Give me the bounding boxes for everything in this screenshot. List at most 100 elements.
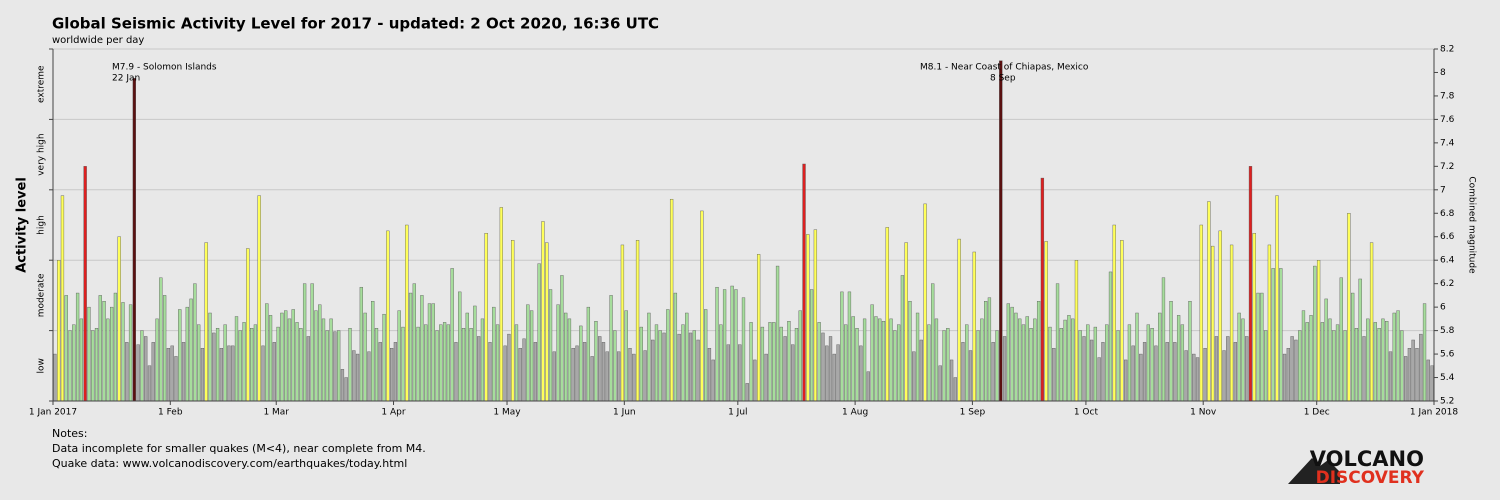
bar bbox=[1415, 348, 1419, 402]
y2-tick-label: 6.2 bbox=[1440, 279, 1454, 289]
x-tick-label: 1 Feb bbox=[158, 408, 183, 418]
bar bbox=[1112, 224, 1116, 402]
bar bbox=[643, 350, 647, 402]
bar bbox=[567, 318, 572, 402]
bar bbox=[1063, 319, 1067, 402]
bar bbox=[874, 316, 878, 402]
bar bbox=[1286, 348, 1290, 402]
bar bbox=[1025, 316, 1029, 402]
bar bbox=[340, 369, 345, 402]
bar bbox=[91, 330, 95, 402]
bar bbox=[249, 328, 254, 402]
bar bbox=[170, 345, 174, 402]
bar bbox=[741, 297, 746, 402]
bar bbox=[806, 234, 810, 402]
bar bbox=[601, 342, 606, 402]
bar bbox=[1335, 324, 1340, 402]
bar bbox=[730, 285, 734, 402]
x-tick-label: 1 Sep bbox=[960, 408, 986, 418]
bar bbox=[866, 371, 870, 402]
bar bbox=[488, 342, 492, 402]
bar bbox=[200, 348, 205, 402]
x-tick-label: 1 May bbox=[493, 408, 521, 418]
y2-axis-label: Combined magnitude bbox=[1467, 176, 1477, 274]
bar bbox=[424, 324, 428, 402]
bar bbox=[696, 339, 700, 402]
level-label: low bbox=[37, 358, 47, 373]
bar bbox=[692, 330, 696, 402]
bar bbox=[333, 331, 337, 402]
bar bbox=[1131, 345, 1135, 402]
bar bbox=[389, 348, 394, 402]
bar bbox=[469, 328, 473, 402]
bar bbox=[677, 333, 681, 402]
bar bbox=[522, 338, 526, 402]
bar bbox=[825, 345, 829, 402]
bar bbox=[1366, 318, 1370, 402]
bar bbox=[1139, 353, 1143, 402]
bar bbox=[934, 318, 939, 402]
bar bbox=[473, 305, 477, 402]
bar bbox=[1010, 306, 1014, 402]
bar bbox=[1006, 303, 1010, 402]
bar bbox=[1124, 359, 1128, 402]
bar bbox=[704, 309, 708, 402]
bar bbox=[844, 324, 848, 402]
bar bbox=[1267, 244, 1272, 402]
x-tick-label: 1 Jun bbox=[613, 408, 636, 418]
bar bbox=[87, 306, 91, 402]
bar bbox=[1211, 245, 1215, 402]
bar bbox=[193, 283, 197, 402]
bar bbox=[1184, 350, 1188, 402]
bar bbox=[329, 318, 333, 402]
bar bbox=[1252, 233, 1256, 402]
bar bbox=[651, 339, 655, 402]
bar bbox=[885, 227, 889, 402]
bar bbox=[454, 342, 458, 402]
bar bbox=[624, 310, 628, 402]
bar bbox=[545, 242, 549, 402]
bar bbox=[337, 330, 341, 402]
x-tick-label: 1 Nov bbox=[1190, 408, 1217, 418]
bar bbox=[972, 251, 976, 402]
bar bbox=[900, 275, 905, 402]
bar bbox=[272, 342, 276, 402]
bar bbox=[779, 326, 783, 402]
bar bbox=[965, 324, 969, 402]
bar bbox=[1237, 312, 1241, 402]
bar bbox=[121, 302, 125, 402]
bar bbox=[575, 345, 579, 402]
bar bbox=[1347, 213, 1351, 402]
bar bbox=[68, 330, 72, 402]
bar bbox=[363, 312, 367, 402]
bar bbox=[753, 359, 757, 402]
bar bbox=[946, 328, 950, 402]
bar bbox=[484, 233, 488, 402]
level-label: moderate bbox=[37, 273, 47, 317]
bar bbox=[734, 289, 738, 402]
bar bbox=[306, 336, 311, 402]
bar bbox=[1301, 310, 1306, 402]
bar bbox=[548, 289, 553, 402]
level-label: very high bbox=[37, 133, 47, 175]
bar bbox=[1203, 348, 1207, 402]
bar bbox=[314, 310, 318, 402]
bar bbox=[427, 303, 432, 402]
bar bbox=[745, 383, 749, 402]
bar bbox=[1154, 345, 1158, 402]
bar bbox=[159, 277, 163, 402]
y2-tick-label: 6 bbox=[1440, 303, 1446, 313]
bar bbox=[215, 328, 220, 402]
bar bbox=[208, 312, 212, 402]
bar bbox=[1150, 328, 1154, 402]
bar bbox=[405, 224, 409, 402]
bar bbox=[1018, 318, 1022, 402]
y2-tick-label: 8 bbox=[1440, 68, 1446, 78]
bar bbox=[1279, 268, 1283, 402]
bar bbox=[1256, 292, 1260, 402]
bar bbox=[851, 316, 855, 402]
bar bbox=[1021, 324, 1026, 402]
bar bbox=[514, 324, 519, 402]
bar bbox=[1407, 348, 1412, 402]
y2-tick-label: 5.4 bbox=[1440, 373, 1455, 383]
